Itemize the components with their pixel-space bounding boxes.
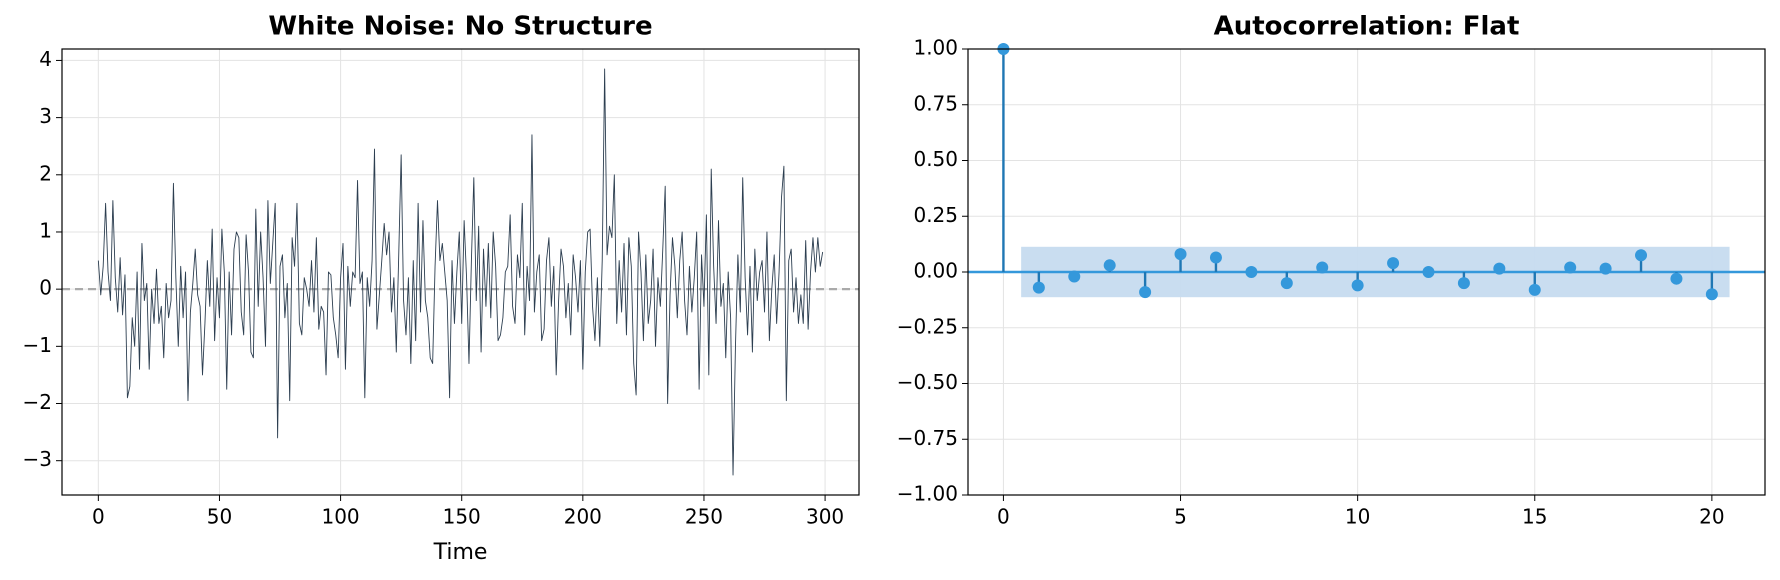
y-tick-label: −0.50 — [897, 370, 958, 394]
stem-marker — [1068, 270, 1081, 283]
y-tick-label: 4 — [39, 47, 52, 71]
y-tick-label: 0.50 — [913, 147, 958, 171]
y-tick-label: 0.25 — [913, 203, 958, 227]
stem-marker — [1139, 286, 1152, 299]
x-tick-label: 15 — [1522, 505, 1547, 529]
stem-marker — [1280, 277, 1293, 290]
stem-marker — [1245, 266, 1258, 278]
stem-marker — [1670, 272, 1683, 285]
chart-title: Autocorrelation: Flat — [1214, 12, 1520, 42]
x-tick-label: 10 — [1345, 505, 1370, 529]
y-tick-label: −0.25 — [897, 314, 958, 338]
x-tick-label: 50 — [207, 505, 232, 529]
x-tick-label: 300 — [806, 505, 844, 529]
y-tick-label: 0.00 — [913, 259, 958, 283]
stem-marker — [1316, 261, 1329, 274]
stem-marker — [1032, 281, 1045, 294]
stem-marker — [1493, 262, 1506, 275]
x-tick-label: 5 — [1174, 505, 1187, 529]
stem-marker — [1635, 249, 1648, 262]
y-tick-label: 0 — [39, 276, 52, 300]
stem-marker — [1103, 259, 1116, 272]
chart-title: White Noise: No Structure — [268, 12, 652, 42]
series-line — [97, 68, 824, 476]
x-tick-label: 0 — [997, 505, 1010, 529]
axes-frame — [967, 48, 1766, 496]
y-tick-label: −1 — [23, 333, 52, 357]
y-tick-label: 2 — [39, 161, 52, 185]
stem-marker — [1209, 251, 1222, 264]
y-tick-label: 3 — [39, 104, 52, 128]
axes-frame — [61, 48, 860, 496]
stem-marker — [1174, 248, 1187, 261]
stem-marker — [1599, 262, 1612, 275]
x-tick-label: 100 — [321, 505, 359, 529]
x-tick-label: 250 — [685, 505, 723, 529]
x-tick-label: 20 — [1699, 505, 1724, 529]
stem-marker — [1528, 283, 1541, 296]
x-axis-label: Time — [433, 540, 488, 565]
stem-marker — [1422, 266, 1435, 278]
stem-marker — [1705, 288, 1718, 301]
y-tick-label: −1.00 — [897, 482, 958, 506]
stem-marker — [1564, 261, 1577, 274]
x-tick-label: 150 — [443, 505, 481, 529]
stem-marker — [1387, 257, 1400, 270]
stem-marker — [1457, 277, 1470, 290]
x-tick-label: 200 — [564, 505, 602, 529]
y-tick-label: 0.75 — [913, 91, 958, 115]
y-tick-label: 1.00 — [913, 36, 958, 60]
y-tick-label: −0.75 — [897, 426, 958, 450]
y-tick-label: −2 — [23, 390, 52, 414]
y-tick-label: 1 — [39, 218, 52, 242]
y-tick-label: −3 — [23, 447, 52, 471]
x-tick-label: 0 — [92, 505, 105, 529]
stem-marker — [1351, 279, 1364, 292]
